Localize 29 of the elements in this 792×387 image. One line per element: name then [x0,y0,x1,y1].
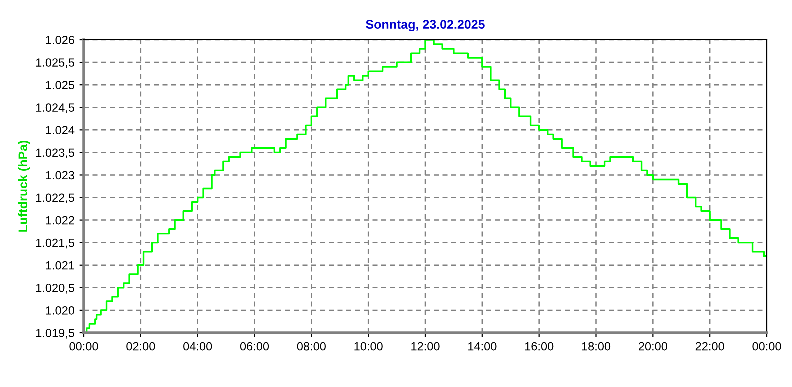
y-tick-label: 1.020,5 [36,284,74,294]
x-tick-label: 00:00 [70,342,98,351]
x-tick-label: 14:00 [468,342,497,351]
y-tick-label: 1.025 [46,81,74,90]
x-tick-label: 22:00 [696,342,724,351]
y-tick-label: 1.023,5 [36,148,74,158]
x-tick-label: 10:00 [354,342,383,351]
y-tick-label: 1.026 [46,36,74,44]
y-tick-label: 1.019,5 [36,329,74,339]
y-tick-label: 1.021,5 [36,238,74,249]
y-tick-label: 1.025,5 [36,58,74,68]
x-tick-label: 04:00 [184,342,212,351]
y-tick-label: 1.021 [46,261,74,270]
x-tick-label: 06:00 [240,342,270,351]
y-tick-label: 1.023 [46,171,74,180]
y-tick-label: 1.024 [46,126,75,135]
y-tick-label: 1.020 [46,306,75,315]
x-tick-label: 20:00 [638,342,668,351]
x-tick-label: 08:00 [297,342,326,351]
x-tick-label: 02:00 [126,342,156,351]
x-tick-label: 16:00 [525,342,554,351]
chart-title: Sonntag, 23.02.2025 [366,20,485,32]
x-tick-label: 12:00 [412,342,440,351]
y-tick-label: 1.024,5 [36,104,74,114]
y-tick-label: 1.022,5 [36,194,74,204]
x-tick-label: 00:00 [752,342,782,351]
x-tick-label: 18:00 [582,342,611,351]
y-tick-label: 1.022 [46,216,74,225]
y-axis-title: Luftdruck (hPa) [18,140,30,232]
